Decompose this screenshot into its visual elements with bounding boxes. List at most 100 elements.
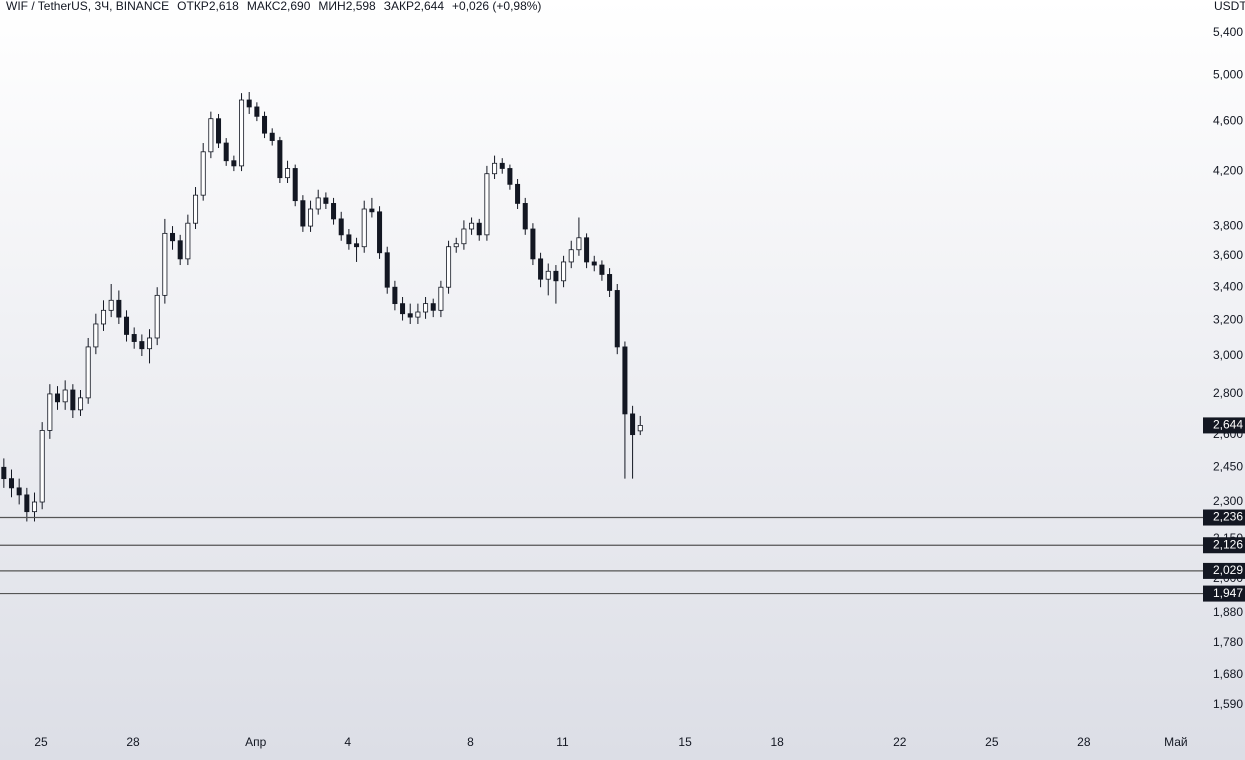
candle-body: [246, 99, 252, 108]
candle-body: [16, 487, 22, 496]
x-tick-label: 8: [467, 735, 474, 749]
candle-body: [231, 160, 237, 167]
header-stat: МАКС2,690: [247, 0, 311, 13]
x-tick-label: Апр: [245, 735, 267, 749]
candle-body: [177, 240, 183, 260]
candle-body: [285, 168, 291, 179]
x-tick-label: 18: [770, 735, 784, 749]
candle-body: [331, 203, 337, 220]
candle-body: [392, 286, 398, 305]
y-tick-label: 5,000: [1213, 67, 1243, 81]
y-tick-label: 2,300: [1213, 494, 1243, 508]
price-line-label: 2,029: [1213, 563, 1243, 577]
candle-body: [423, 303, 429, 313]
currency: USDT: [1214, 0, 1245, 13]
header-stat: МИН2,598: [318, 0, 376, 13]
candle-body: [208, 118, 214, 153]
candle-body: [254, 106, 260, 117]
candle-body: [124, 316, 130, 335]
candle-body: [200, 151, 206, 196]
y-tick-label: 1,680: [1213, 667, 1243, 681]
candle-body: [39, 430, 45, 503]
candle-body: [108, 299, 114, 311]
price-line-label: 2,236: [1213, 510, 1243, 524]
candle-body: [561, 261, 567, 282]
price-line-label: 2,126: [1213, 537, 1243, 551]
x-tick-label: 28: [126, 735, 140, 749]
y-tick-label: 3,400: [1213, 279, 1243, 293]
candle-body: [54, 393, 61, 403]
y-tick-label: 4,200: [1213, 163, 1243, 177]
candle-body: [315, 197, 321, 210]
y-tick-label: 5,400: [1213, 25, 1243, 39]
x-tick-label: 25: [34, 735, 48, 749]
candle-body: [507, 168, 513, 185]
chart-title: WIF / TetherUS, 3Ч, BINANCE: [6, 0, 169, 13]
x-tick-label: 25: [985, 735, 999, 749]
y-tick-label: 1,780: [1213, 635, 1243, 649]
candle-body: [300, 200, 306, 227]
candle-body: [446, 246, 452, 288]
y-tick-label: 4,600: [1213, 113, 1243, 127]
candle-body: [8, 478, 15, 489]
candle-body: [239, 99, 245, 167]
candle-body: [93, 323, 99, 348]
candle-body: [147, 337, 153, 350]
candle-body: [530, 228, 536, 260]
candle-body: [461, 228, 467, 245]
candle-body: [292, 168, 298, 202]
candle-body: [338, 218, 344, 236]
candle-body: [438, 286, 444, 311]
candle-body: [430, 303, 436, 311]
candle-body: [354, 243, 360, 248]
y-tick-label: 3,600: [1213, 248, 1243, 262]
price-line-label-bg: [1203, 562, 1245, 579]
header-stat: +0,026 (+0,98%): [452, 0, 541, 13]
price-line-label: 1,947: [1213, 586, 1243, 600]
candle-body: [492, 162, 498, 175]
candle-body: [154, 294, 160, 339]
candle-body: [78, 397, 84, 411]
candle-body: [522, 203, 528, 230]
candle-body: [323, 197, 329, 204]
candle-body: [400, 303, 406, 315]
candle-body: [131, 334, 137, 342]
candle-body: [346, 234, 352, 245]
y-tick-label: 1,590: [1213, 697, 1243, 711]
candle-body: [576, 237, 582, 251]
candle-body: [377, 211, 383, 254]
candle-body: [277, 140, 283, 179]
candle-body: [476, 222, 482, 236]
candle-body: [139, 341, 145, 350]
candle-body: [308, 208, 314, 227]
last-price-label-bg: [1203, 417, 1245, 434]
candle-body: [62, 389, 68, 403]
candle-body: [553, 270, 559, 282]
price-line-label-bg: [1203, 509, 1245, 526]
candle-body: [622, 346, 628, 415]
y-tick-label: 2,450: [1213, 459, 1243, 473]
candle-body: [47, 393, 53, 431]
y-tick-label: 3,000: [1213, 348, 1243, 362]
candle-body: [545, 270, 551, 280]
candle-body: [607, 274, 613, 291]
candle-body: [216, 118, 222, 144]
candle-body: [262, 115, 268, 134]
price-line-label-bg: [1203, 537, 1245, 554]
candle-body: [101, 309, 107, 325]
candle-body: [369, 208, 375, 213]
candle-body: [162, 232, 168, 296]
candle-body: [185, 222, 191, 260]
candle-body: [453, 243, 459, 248]
candle-body: [614, 290, 620, 348]
last-price-label: 2,644: [1213, 418, 1243, 432]
y-tick-label: 1,880: [1213, 605, 1243, 619]
candle-body: [568, 249, 574, 263]
header-stat: ОТКР2,618: [177, 0, 239, 13]
candle-body: [484, 173, 490, 236]
candle-body: [599, 264, 605, 275]
x-tick-label: 4: [344, 735, 351, 749]
candle-body: [499, 162, 505, 169]
x-tick-label: 11: [556, 735, 569, 749]
